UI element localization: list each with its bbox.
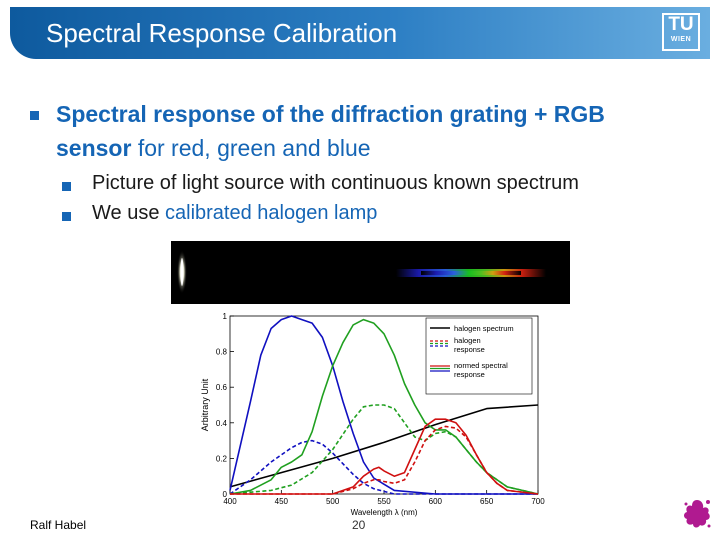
- y-tick-label: 1: [223, 312, 228, 321]
- x-axis-label: Wavelength λ (nm): [351, 508, 418, 517]
- sub-bullet-2-text: We use: [92, 202, 165, 224]
- spectrum-image: [171, 241, 570, 304]
- x-tick-label: 700: [531, 497, 545, 506]
- x-tick-label: 600: [429, 497, 443, 506]
- x-tick-label: 500: [326, 497, 340, 506]
- page-number: 20: [352, 518, 366, 532]
- y-tick-label: 0.6: [216, 383, 228, 392]
- series-group: [229, 315, 539, 495]
- y-tick-label: 0.4: [216, 419, 228, 428]
- y-tick-label: 0: [223, 490, 228, 499]
- title-bar: [10, 7, 710, 59]
- series-line-0: [229, 404, 539, 488]
- sub-bullet-2-highlight: calibrated halogen lamp: [165, 202, 378, 224]
- legend-label: halogen spectrum: [454, 324, 514, 333]
- spectrum-photo: [171, 241, 570, 304]
- y-tick-label: 0.2: [216, 454, 228, 463]
- main-bullet-rest: for red, green and blue: [131, 135, 371, 161]
- x-tick-label: 650: [480, 497, 494, 506]
- series-line-5: [230, 418, 539, 495]
- splat-logo-icon: [684, 500, 711, 528]
- tu-wien-logo: TU WIEN: [662, 13, 700, 51]
- y-tick-label: 0.8: [216, 348, 228, 357]
- bullet-square-icon: [30, 111, 39, 120]
- legend-label: response: [454, 345, 485, 354]
- legend-label: halogen: [454, 336, 481, 345]
- x-tick-label: 400: [223, 497, 237, 506]
- y-axis-label: Arbitrary Unit: [200, 378, 210, 431]
- legend-label: normed spectral: [454, 361, 508, 370]
- series-line-1: [229, 315, 538, 495]
- legend-box: [425, 317, 533, 395]
- spectral-response-chart: 400 450 500 550 600 650 700 0 0.2 0.4 0.6 0.8 1 halo…: [200, 312, 545, 517]
- logo-tu-text: TU: [668, 14, 694, 35]
- main-bullet: Spectral response of the diffraction gra…: [56, 97, 676, 165]
- logo-wien-text: WIEN: [670, 36, 692, 43]
- slide-title: Spectral Response Calibration: [46, 18, 398, 48]
- sub-bullet-2: We use calibrated halogen lamp: [92, 202, 377, 225]
- series-line-2: [229, 439, 538, 495]
- series-line-4: [229, 404, 539, 495]
- author-name: Ralf Habel: [30, 518, 87, 532]
- series-line-6: [230, 425, 539, 495]
- sub-bullet-square-icon: [62, 212, 71, 221]
- x-tick-label: 550: [377, 497, 391, 506]
- sub-bullet-1: Picture of light source with continuous …: [92, 172, 579, 194]
- x-tick-label: 450: [275, 497, 289, 506]
- main-bullet-bold: Spectral response of the diffraction gra…: [56, 101, 605, 161]
- legend-label: response: [454, 370, 485, 379]
- sub-bullet-square-icon: [62, 182, 71, 191]
